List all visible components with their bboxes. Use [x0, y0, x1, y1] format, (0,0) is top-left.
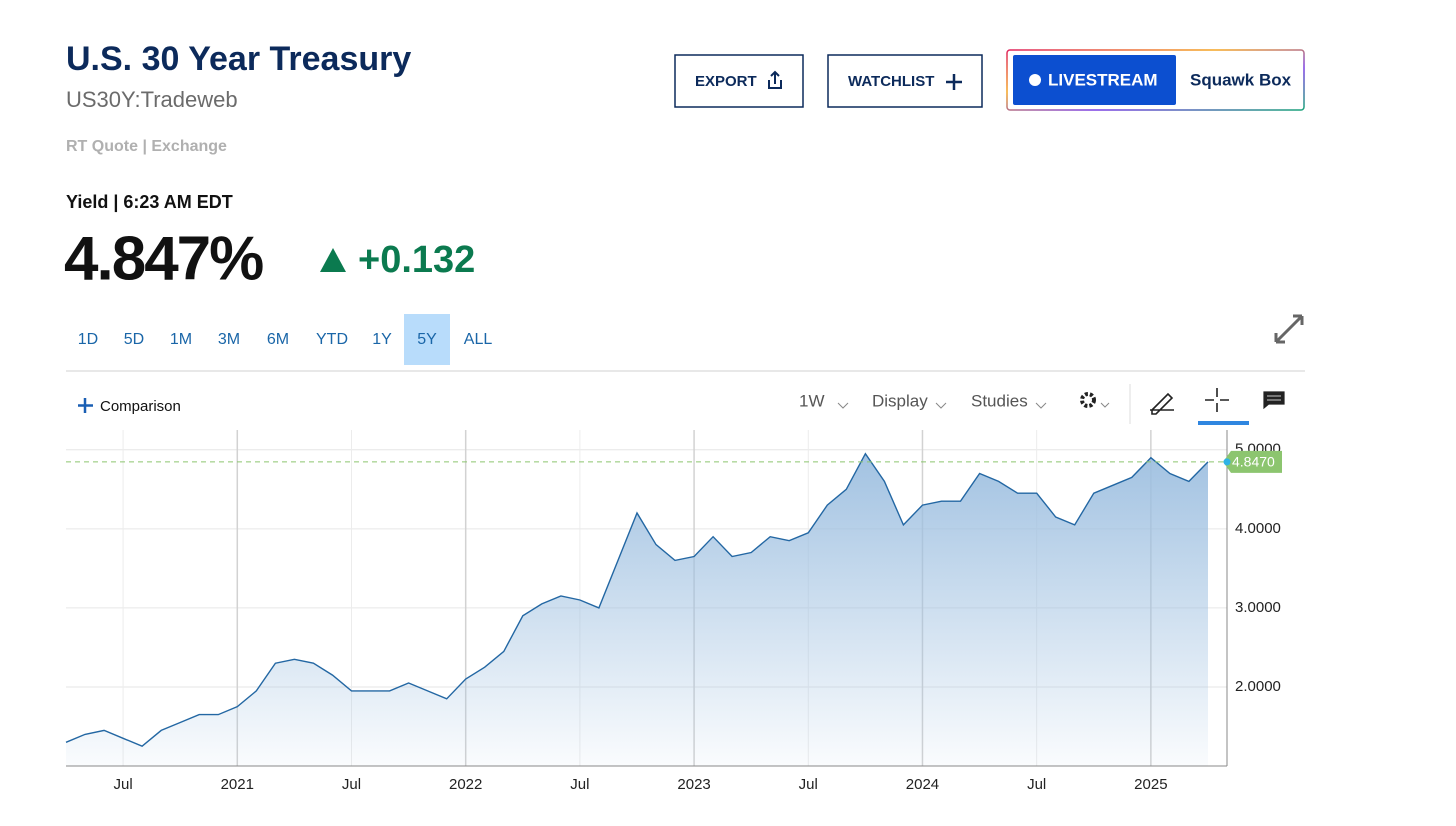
comment-icon[interactable]	[1262, 390, 1286, 411]
x-tick-label: Jul	[1027, 776, 1046, 793]
range-button[interactable]: 5D	[124, 331, 144, 348]
display-menu[interactable]: Display	[872, 391, 947, 410]
x-tick-label: Jul	[570, 776, 589, 793]
interval-label: 1W	[799, 391, 825, 410]
chevron	[1100, 402, 1110, 408]
x-tick-label: 2022	[449, 776, 482, 793]
export-button[interactable]: EXPORT	[674, 54, 804, 108]
up-arrow	[320, 248, 346, 272]
range-label: 3M	[218, 331, 240, 348]
watchlist-button[interactable]: WATCHLIST	[827, 54, 983, 108]
comparison-label: Comparison	[100, 398, 181, 415]
x-tick-label: 2025	[1134, 776, 1167, 793]
export-icon	[768, 70, 782, 89]
y-tick-label: 3.0000	[1235, 599, 1281, 616]
range-label: 5D	[124, 331, 144, 348]
range-button[interactable]: 1Y	[372, 331, 392, 348]
range-label: ALL	[464, 331, 493, 348]
last-value-label: 4.8470	[1232, 454, 1275, 470]
studies-menu[interactable]: Studies	[971, 391, 1047, 410]
last-value-dot	[1223, 458, 1231, 466]
show-name: Squawk Box	[1190, 70, 1292, 89]
range-button[interactable]: 5Y	[404, 314, 450, 365]
range-button[interactable]: 6M	[267, 331, 289, 348]
menu-label: Display	[872, 391, 928, 410]
last-price: 4.847%	[64, 224, 263, 293]
range-button[interactable]: 1D	[78, 331, 98, 348]
live-dot	[1029, 74, 1041, 86]
live-button	[1013, 55, 1176, 105]
range-label: 1D	[78, 331, 98, 348]
symbol: US30Y:Tradeweb	[66, 87, 238, 112]
range-label: 5Y	[417, 331, 437, 348]
chevron	[1035, 402, 1047, 409]
y-tick-label: 2.0000	[1235, 678, 1281, 695]
draw-icon[interactable]	[1150, 392, 1174, 415]
button-label: EXPORT	[695, 73, 757, 90]
range-label: 1M	[170, 331, 192, 348]
title: U.S. 30 Year Treasury	[66, 40, 411, 78]
quote-label: Yield | 6:23 AM EDT	[66, 192, 233, 212]
range-highlight	[404, 314, 450, 365]
gear-icon	[1080, 392, 1096, 408]
interval-menu[interactable]: 1W	[799, 391, 849, 410]
change: +0.132	[358, 239, 475, 281]
live-label: LIVESTREAM	[1048, 70, 1158, 89]
x-tick-label: 2021	[221, 776, 254, 793]
range-button[interactable]: YTD	[316, 331, 348, 348]
y-tick-label: 4.0000	[1235, 520, 1281, 537]
range-button[interactable]: ALL	[464, 331, 493, 348]
chevron	[935, 402, 947, 409]
range-label: YTD	[316, 331, 348, 348]
livestream-widget[interactable]: LIVESTREAM Squawk Box	[1006, 49, 1305, 111]
plus-icon	[946, 74, 962, 90]
range-label: 6M	[267, 331, 289, 348]
settings-button[interactable]	[1080, 392, 1110, 408]
range-button[interactable]: 1M	[170, 331, 192, 348]
chevron	[837, 402, 849, 409]
x-tick-label: Jul	[114, 776, 133, 793]
crosshair-icon[interactable]	[1205, 388, 1229, 412]
x-tick-label: Jul	[342, 776, 361, 793]
source: RT Quote | Exchange	[66, 138, 227, 155]
menu-label: Studies	[971, 391, 1028, 410]
area-fill	[66, 453, 1208, 766]
last-value-badge	[1223, 450, 1282, 473]
plus-icon	[78, 398, 93, 413]
x-tick-label: 2023	[677, 776, 710, 793]
x-tick-label: 2024	[906, 776, 939, 793]
button-label: WATCHLIST	[848, 73, 934, 90]
comparison-button[interactable]: Comparison	[78, 398, 181, 415]
price-line	[65, 452, 1209, 748]
expand-icon[interactable]	[1274, 314, 1304, 344]
x-tick-label: Jul	[799, 776, 818, 793]
active-tool-underline	[1198, 421, 1249, 425]
range-button[interactable]: 3M	[218, 331, 240, 348]
range-selector: 1D 5D 1M 3M 6M YTD 1Y 5Y ALL	[78, 314, 493, 365]
range-label: 1Y	[372, 331, 392, 348]
